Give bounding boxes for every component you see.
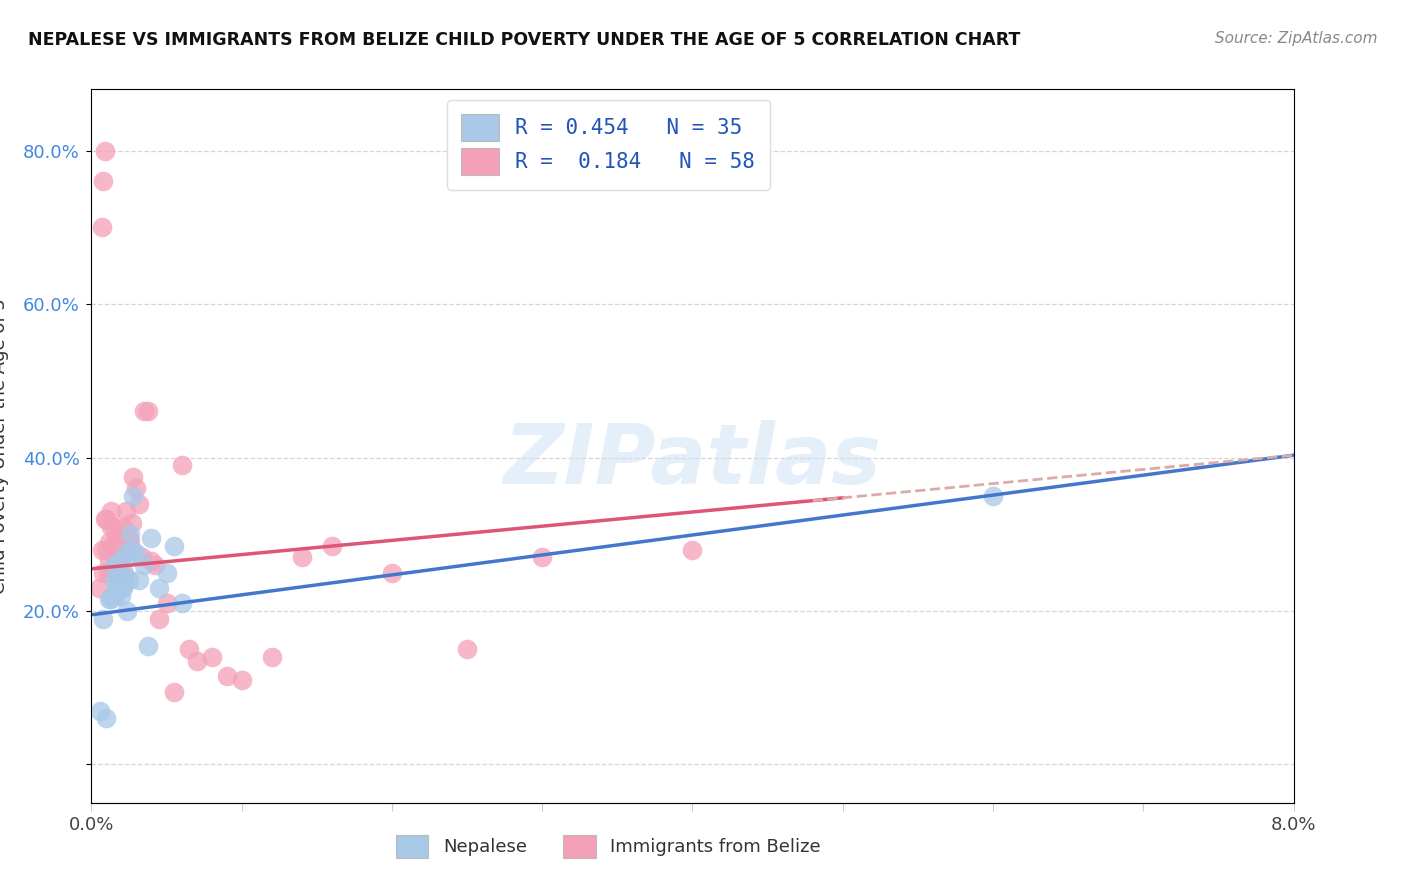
Point	[104, 589, 127, 603]
Point	[98, 535, 121, 549]
Text: Source: ZipAtlas.com: Source: ZipAtlas.com	[1215, 31, 1378, 46]
Point	[108, 539, 131, 553]
Point	[120, 527, 142, 541]
Point	[98, 554, 121, 568]
Point	[107, 527, 129, 541]
Point	[111, 519, 134, 533]
Point	[118, 550, 141, 565]
Text: ZIPatlas: ZIPatlas	[503, 420, 882, 500]
Text: NEPALESE VS IMMIGRANTS FROM BELIZE CHILD POVERTY UNDER THE AGE OF 5 CORRELATION : NEPALESE VS IMMIGRANTS FROM BELIZE CHILD…	[28, 31, 1021, 49]
Point	[291, 550, 314, 565]
Point	[132, 558, 155, 572]
Point	[111, 581, 134, 595]
Point	[163, 539, 186, 553]
Point	[101, 566, 124, 580]
Point	[110, 566, 132, 580]
Point	[110, 589, 132, 603]
Point	[456, 642, 478, 657]
Point	[186, 654, 208, 668]
Point	[87, 581, 110, 595]
Point	[97, 566, 120, 580]
Y-axis label: Child Poverty Under the Age of 5: Child Poverty Under the Age of 5	[0, 298, 8, 594]
Point	[100, 592, 122, 607]
Legend: Nepalese, Immigrants from Belize: Nepalese, Immigrants from Belize	[389, 828, 828, 865]
Point	[103, 574, 125, 588]
Point	[131, 550, 153, 565]
Point	[103, 519, 125, 533]
Point	[141, 554, 163, 568]
Point	[110, 542, 132, 557]
Point	[121, 516, 143, 530]
Point	[96, 512, 118, 526]
Point	[94, 144, 117, 158]
Point	[118, 574, 141, 588]
Point	[103, 558, 125, 572]
Point	[115, 504, 138, 518]
Point	[177, 642, 200, 657]
Point	[128, 497, 150, 511]
Point	[108, 554, 131, 568]
Point	[115, 546, 138, 560]
Point	[89, 704, 111, 718]
Point	[118, 531, 141, 545]
Point	[132, 404, 155, 418]
Point	[170, 596, 193, 610]
Point	[98, 592, 121, 607]
Point	[381, 566, 404, 580]
Point	[114, 569, 136, 583]
Point	[121, 542, 143, 557]
Point	[90, 220, 112, 235]
Point	[155, 596, 177, 610]
Point	[101, 539, 124, 553]
Point	[128, 574, 150, 588]
Point	[260, 650, 283, 665]
Point	[114, 546, 136, 560]
Point	[107, 554, 129, 568]
Point	[104, 535, 127, 549]
Point	[148, 612, 170, 626]
Point	[100, 504, 122, 518]
Point	[103, 558, 125, 572]
Point	[321, 539, 343, 553]
Point	[114, 566, 136, 580]
Point	[110, 574, 132, 588]
Point	[114, 577, 136, 591]
Point	[148, 581, 170, 595]
Point	[681, 542, 703, 557]
Point	[93, 174, 115, 188]
Point	[105, 581, 128, 595]
Point	[201, 650, 224, 665]
Point	[981, 489, 1004, 503]
Point	[138, 404, 160, 418]
Point	[117, 535, 139, 549]
Point	[141, 531, 163, 545]
Point	[96, 542, 118, 557]
Point	[104, 550, 127, 565]
Point	[125, 481, 148, 495]
Point	[143, 558, 166, 572]
Point	[122, 469, 145, 483]
Point	[117, 604, 139, 618]
Point	[531, 550, 554, 565]
Point	[120, 535, 142, 549]
Point	[170, 458, 193, 473]
Point	[107, 569, 129, 583]
Point	[96, 711, 118, 725]
Point	[90, 542, 112, 557]
Point	[163, 684, 186, 698]
Point	[155, 566, 177, 580]
Point	[231, 673, 253, 687]
Point	[100, 519, 122, 533]
Point	[138, 639, 160, 653]
Point	[93, 566, 115, 580]
Point	[101, 589, 124, 603]
Point	[105, 542, 128, 557]
Point	[93, 612, 115, 626]
Point	[107, 581, 129, 595]
Point	[215, 669, 238, 683]
Point	[122, 489, 145, 503]
Point	[125, 546, 148, 560]
Point	[94, 512, 117, 526]
